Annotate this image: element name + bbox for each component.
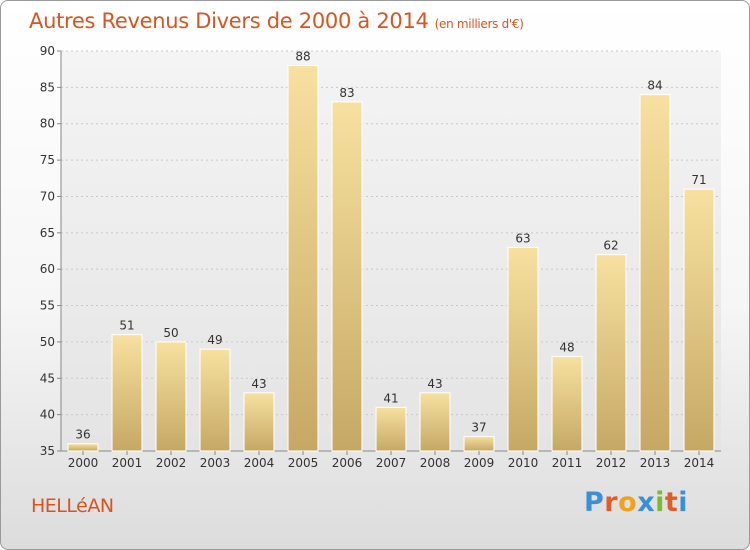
bar-2002	[155, 341, 187, 452]
x-tick-label-2000: 2000	[68, 456, 99, 470]
data-label-2011: 48	[559, 340, 574, 354]
bar-2014	[683, 188, 715, 452]
x-tick-label-2012: 2012	[596, 456, 627, 470]
y-tick-label: 80	[40, 117, 55, 131]
data-label-2005: 88	[295, 50, 310, 64]
data-label-2006: 83	[339, 86, 354, 100]
x-tick-label-2014: 2014	[684, 456, 715, 470]
data-label-2007: 41	[383, 391, 398, 405]
bar-2008	[419, 392, 451, 452]
x-tick-label-2001: 2001	[112, 456, 143, 470]
data-label-2003: 49	[207, 333, 222, 347]
data-label-2000: 36	[75, 428, 90, 442]
data-label-2004: 43	[251, 377, 266, 391]
data-label-2013: 84	[647, 79, 662, 93]
x-tick-label-2003: 2003	[200, 456, 231, 470]
title-text: Autres Revenus Divers de 2000 à 2014	[29, 9, 429, 33]
data-label-2008: 43	[427, 377, 442, 391]
data-label-2001: 51	[119, 319, 134, 333]
y-tick-label: 55	[40, 299, 55, 313]
data-label-2012: 62	[603, 239, 618, 253]
data-label-2002: 50	[163, 326, 178, 340]
place-name: HELLéAN	[31, 495, 114, 517]
x-tick-label-2009: 2009	[464, 456, 495, 470]
logo-letter: t	[664, 487, 679, 518]
bar-2013	[639, 94, 671, 452]
bar-2006	[331, 101, 363, 452]
x-tick-label-2002: 2002	[156, 456, 187, 470]
y-tick-label: 40	[40, 408, 55, 422]
bar-2010	[507, 246, 539, 452]
y-tick-label: 45	[40, 371, 55, 385]
bar-2000	[67, 443, 99, 452]
data-label-2009: 37	[471, 420, 486, 434]
y-tick-label: 70	[40, 189, 55, 203]
title-unit: (en milliers d'€)	[434, 17, 524, 31]
bar-2001	[111, 334, 143, 452]
y-tick-label: 35	[40, 444, 55, 458]
data-label-2014: 71	[691, 173, 706, 187]
bar-2005	[287, 65, 319, 452]
data-label-2010: 63	[515, 231, 530, 245]
y-tick-label: 90	[40, 44, 55, 58]
y-tick-label: 75	[40, 153, 55, 167]
x-tick-label-2011: 2011	[552, 456, 583, 470]
bar-2012	[595, 254, 627, 452]
x-tick-label-2005: 2005	[288, 456, 319, 470]
x-tick-label-2004: 2004	[244, 456, 275, 470]
logo-letter: o	[618, 487, 638, 518]
y-tick-label: 85	[40, 80, 55, 94]
logo-letter: P	[584, 487, 605, 518]
x-tick-label-2010: 2010	[508, 456, 539, 470]
bar-2007	[375, 406, 407, 452]
y-tick-label: 65	[40, 226, 55, 240]
logo-letter: x	[637, 487, 656, 518]
logo-letter: i	[678, 487, 689, 518]
logo-letter: r	[604, 487, 619, 518]
bar-2004	[243, 392, 275, 452]
chart-title: Autres Revenus Divers de 2000 à 2014 (en …	[29, 9, 524, 33]
proxiti-logo: Proxiti	[584, 487, 688, 518]
bar-2011	[551, 355, 583, 452]
bar-2003	[199, 348, 231, 452]
y-tick-label: 50	[40, 335, 55, 349]
bar-2009	[463, 435, 495, 452]
x-tick-label-2013: 2013	[640, 456, 671, 470]
x-tick-label-2008: 2008	[420, 456, 451, 470]
x-tick-label-2007: 2007	[376, 456, 407, 470]
x-tick-label-2006: 2006	[332, 456, 363, 470]
logo-letter: i	[655, 487, 665, 518]
y-tick-label: 60	[40, 262, 55, 276]
